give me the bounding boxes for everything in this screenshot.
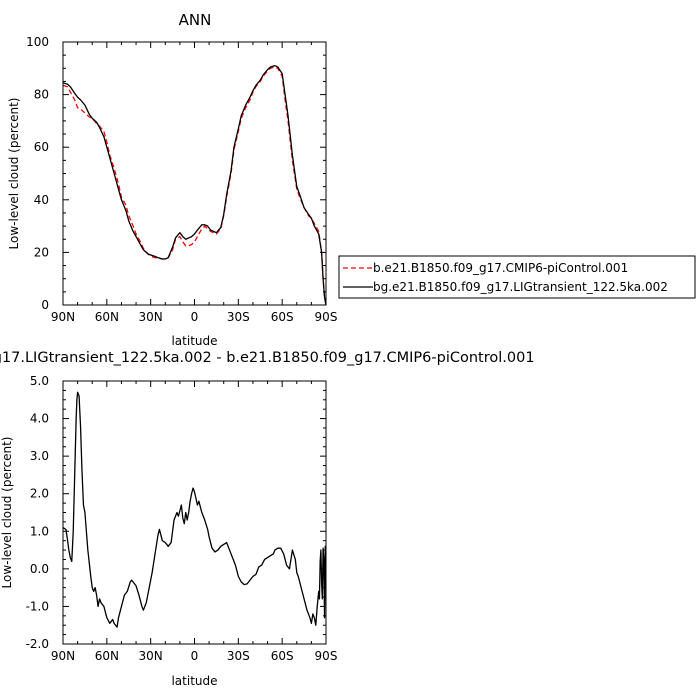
bottom-x-tick-label: 30S bbox=[227, 649, 250, 663]
top-x-tick-label: 0 bbox=[191, 310, 199, 324]
bottom-y-ticks: -2.0 -1.0 0.0 1.0 2.0 3.0 4.0 5.0 bbox=[26, 374, 326, 651]
legend-box bbox=[338, 255, 696, 299]
top-series-line-1 bbox=[62, 65, 327, 306]
bottom-x-ticks: 90N 60N 30N 0 30S 60S 90S bbox=[51, 381, 338, 663]
top-panel-title: ANN bbox=[179, 11, 212, 29]
top-y-tick-label: 60 bbox=[34, 140, 49, 154]
legend: b.e21.B1850.f09_g17.CMIP6-piControl.001 … bbox=[338, 255, 696, 299]
bottom-y-tick-label: 0.0 bbox=[30, 562, 49, 576]
bottom-x-tick-label: 30N bbox=[139, 649, 163, 663]
bottom-y-tick-label: 1.0 bbox=[30, 524, 49, 538]
top-y-axis-label: Low-level cloud (percent) bbox=[7, 98, 21, 250]
top-x-tick-label: 30S bbox=[227, 310, 250, 324]
bottom-y-tick-label: -1.0 bbox=[26, 599, 49, 613]
top-y-tick-label: 40 bbox=[34, 193, 49, 207]
bottom-x-tick-label: 60S bbox=[271, 649, 294, 663]
bottom-panel-series bbox=[62, 391, 327, 628]
top-y-tick-label: 80 bbox=[34, 88, 49, 102]
bottom-y-axis-label: Low-level cloud (percent) bbox=[0, 437, 14, 589]
bottom-panel-title: bg.e21.B1850.f09_g17.LIGtransient_122.5k… bbox=[0, 350, 535, 366]
top-y-tick-label: 100 bbox=[26, 35, 49, 49]
legend-label-transient: bg.e21.B1850.f09_g17.LIGtransient_122.5k… bbox=[373, 280, 668, 294]
top-panel: ANN 90N 60N 30N 0 30S 60S 90S 0 20 40 60 80 100 lat… bbox=[7, 11, 337, 348]
bottom-x-tick-label: 0 bbox=[191, 649, 199, 663]
bottom-y-tick-label: 3.0 bbox=[30, 449, 49, 463]
bottom-x-axis-label: latitude bbox=[171, 674, 217, 688]
bottom-x-tick-label: 60N bbox=[95, 649, 119, 663]
top-x-ticks: 90N 60N 30N 0 30S 60S 90S bbox=[51, 42, 338, 324]
bottom-y-tick-label: -2.0 bbox=[26, 637, 49, 651]
top-y-tick-label: 0 bbox=[41, 298, 49, 312]
top-x-tick-label: 90N bbox=[51, 310, 75, 324]
top-panel-series bbox=[62, 65, 327, 306]
bottom-x-tick-label: 90S bbox=[315, 649, 338, 663]
bottom-y-tick-label: 4.0 bbox=[30, 412, 49, 426]
top-x-tick-label: 60S bbox=[271, 310, 294, 324]
top-x-tick-label: 90S bbox=[315, 310, 338, 324]
legend-label-control: b.e21.B1850.f09_g17.CMIP6-piControl.001 bbox=[373, 261, 628, 275]
top-y-ticks: 0 20 40 60 80 100 bbox=[26, 35, 326, 312]
bottom-series-line-0 bbox=[62, 391, 327, 628]
bottom-y-tick-label: 5.0 bbox=[30, 374, 49, 388]
top-y-tick-label: 20 bbox=[34, 245, 49, 259]
top-x-tick-label: 60N bbox=[95, 310, 119, 324]
top-x-tick-label: 30N bbox=[139, 310, 163, 324]
bottom-y-tick-label: 2.0 bbox=[30, 487, 49, 501]
top-x-axis-label: latitude bbox=[171, 334, 217, 348]
bottom-panel: bg.e21.B1850.f09_g17.LIGtransient_122.5k… bbox=[0, 350, 535, 688]
top-series-line-0 bbox=[62, 66, 327, 306]
bottom-x-tick-label: 90N bbox=[51, 649, 75, 663]
top-plot-frame bbox=[62, 41, 327, 306]
